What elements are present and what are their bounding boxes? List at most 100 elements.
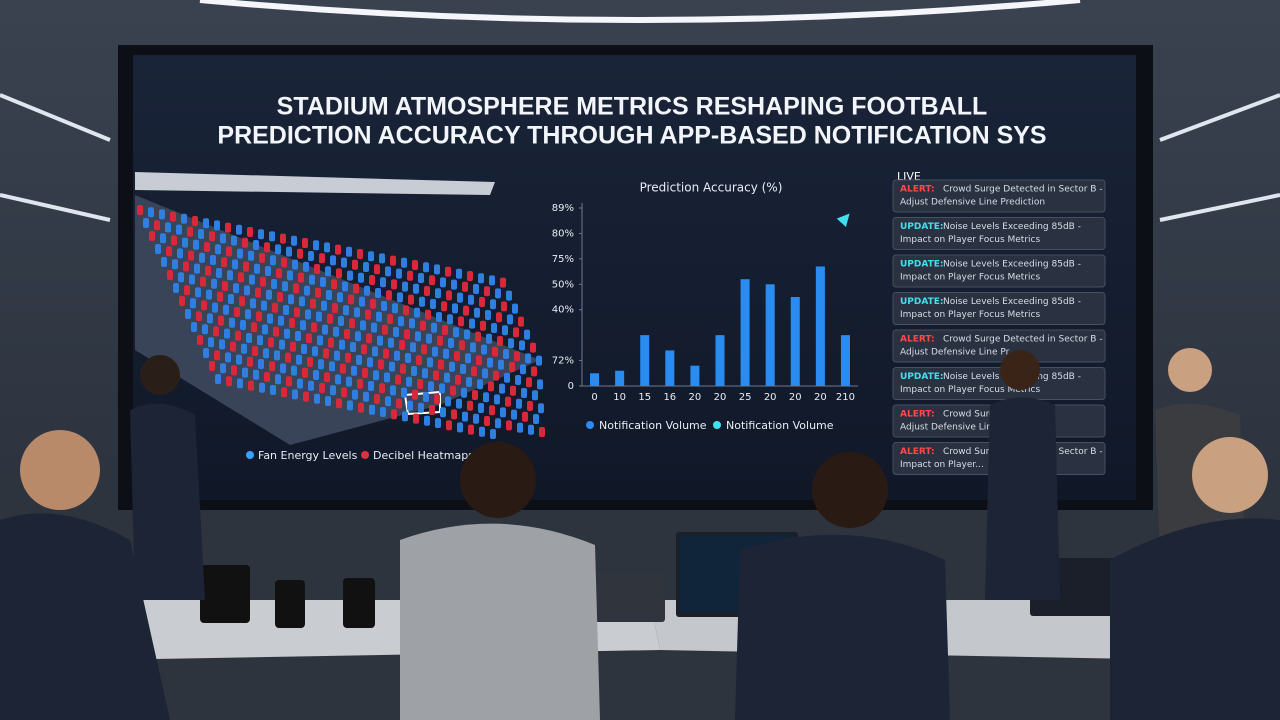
fan [454,351,460,361]
fan [278,315,284,326]
fan [364,285,370,296]
fan [403,305,409,316]
fan [387,314,393,324]
fan [507,314,513,325]
fan [297,248,303,259]
fan [327,313,333,324]
fan [291,235,297,246]
fan [178,272,184,283]
fan [484,286,490,297]
fan [452,303,458,314]
fan [368,381,374,391]
fan [458,316,464,327]
fan [402,281,408,292]
fan [491,323,497,333]
fan [428,381,434,392]
fan [354,307,360,318]
fan [196,311,202,322]
fan [359,296,365,307]
feed-tag: ALERT: [900,410,935,420]
fan [220,363,226,374]
fan [430,299,436,309]
fan [305,309,311,320]
fan [273,326,279,337]
fan [189,274,195,285]
fan [308,251,314,261]
fan [479,426,485,437]
fan [266,289,272,300]
fan [446,420,452,431]
fan [281,257,287,268]
fan [263,348,269,359]
fan [277,292,283,302]
fan [484,416,490,426]
fan [478,273,484,284]
fan [397,292,403,303]
fan [292,259,298,270]
fan [248,250,254,261]
feed-text: Adjust Defensive Line [900,423,998,433]
fan [481,344,487,355]
fan [285,352,291,363]
fan [374,394,380,404]
fan [275,244,281,255]
bar [690,365,700,386]
fan [259,382,265,393]
fan [434,394,440,405]
fan [270,255,276,266]
people [0,348,1280,720]
fan [424,415,430,426]
feed-item [892,367,1106,400]
fan [512,303,518,314]
fan [231,235,237,246]
fan [358,402,364,413]
fan [210,255,216,265]
fan [358,272,364,283]
fan [270,385,276,395]
feed-text: Adjust Defensive Line Prediction [900,198,1045,208]
feed-tag: UPDATE: [900,297,944,307]
fan [407,270,413,281]
fan [413,283,419,294]
stadium-illustration [135,172,545,445]
fan [440,277,446,288]
fan [137,205,143,215]
fan [391,279,397,290]
fan [489,275,495,286]
legend-dot [361,451,369,459]
fan [463,305,469,316]
fan [167,270,173,280]
fan [181,213,187,224]
fan [317,335,323,346]
fan [495,288,501,299]
fan [532,390,538,401]
fan [418,273,424,283]
fan [514,351,520,362]
fan [400,363,406,374]
fan [332,303,338,313]
fan [505,396,511,407]
x-tick-label: 16 [663,392,676,403]
fan [225,352,231,363]
fan [292,389,298,400]
fan [236,224,242,235]
fan [456,398,462,409]
fan [155,244,161,254]
fan [193,239,199,250]
fan [439,383,445,394]
fan [324,242,330,253]
fan [445,266,451,277]
fan [335,244,341,255]
fan [415,331,421,342]
fan [331,279,337,290]
fan [490,429,496,439]
fan [306,333,312,344]
fan [241,343,247,354]
fan [433,370,439,381]
fan [248,380,254,391]
fan [315,287,321,298]
fan [310,298,316,309]
feed-item [892,329,1106,363]
fan [341,257,347,268]
fan [467,271,473,281]
